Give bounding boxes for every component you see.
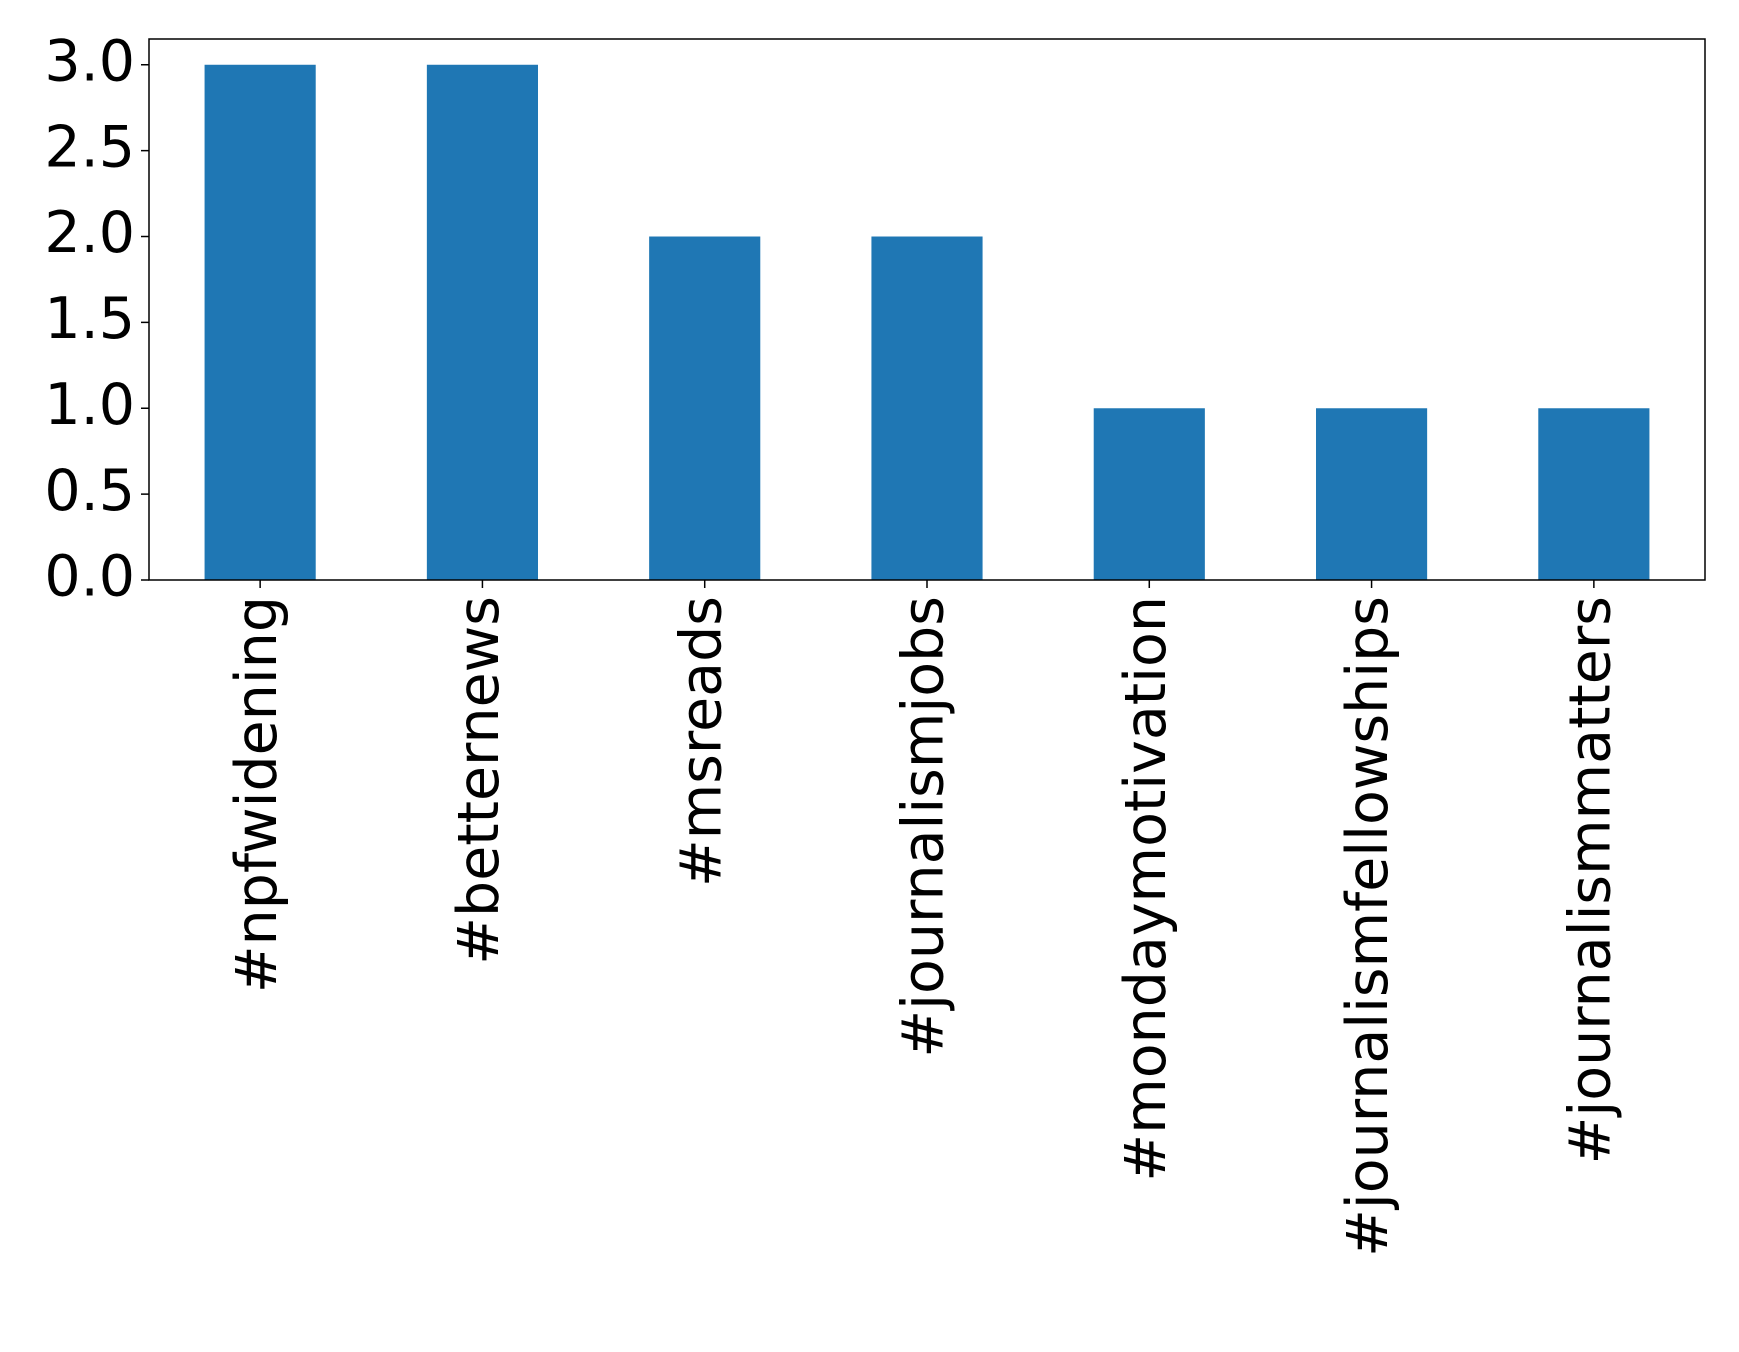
bar xyxy=(871,236,983,580)
bar xyxy=(204,64,316,580)
bar xyxy=(1093,408,1205,580)
y-tick-label: 2.5 xyxy=(44,114,135,180)
bar xyxy=(1316,408,1428,580)
y-tick-label: 2.0 xyxy=(44,200,135,266)
x-tick-label: #msreads xyxy=(668,596,734,887)
y-tick-label: 0.0 xyxy=(44,544,135,610)
x-tick-label: #mondaymotivation xyxy=(1113,596,1179,1182)
y-tick-label: 1.5 xyxy=(44,286,135,352)
y-tick-label: 3.0 xyxy=(44,28,135,94)
x-tick-label: #journalismjobs xyxy=(891,596,957,1058)
plot-frame xyxy=(148,38,1706,581)
y-tick-label: 1.0 xyxy=(44,372,135,438)
x-tick-label: #npfwidening xyxy=(224,596,290,993)
x-tick-label: #betternews xyxy=(446,596,512,965)
bar xyxy=(1538,408,1650,580)
x-tick-label: #journalismfellowships xyxy=(1335,596,1401,1257)
y-tick-label: 0.5 xyxy=(44,458,135,524)
bar xyxy=(426,64,538,580)
x-tick-label: #journalismmatters xyxy=(1557,596,1623,1164)
bar xyxy=(649,236,761,580)
